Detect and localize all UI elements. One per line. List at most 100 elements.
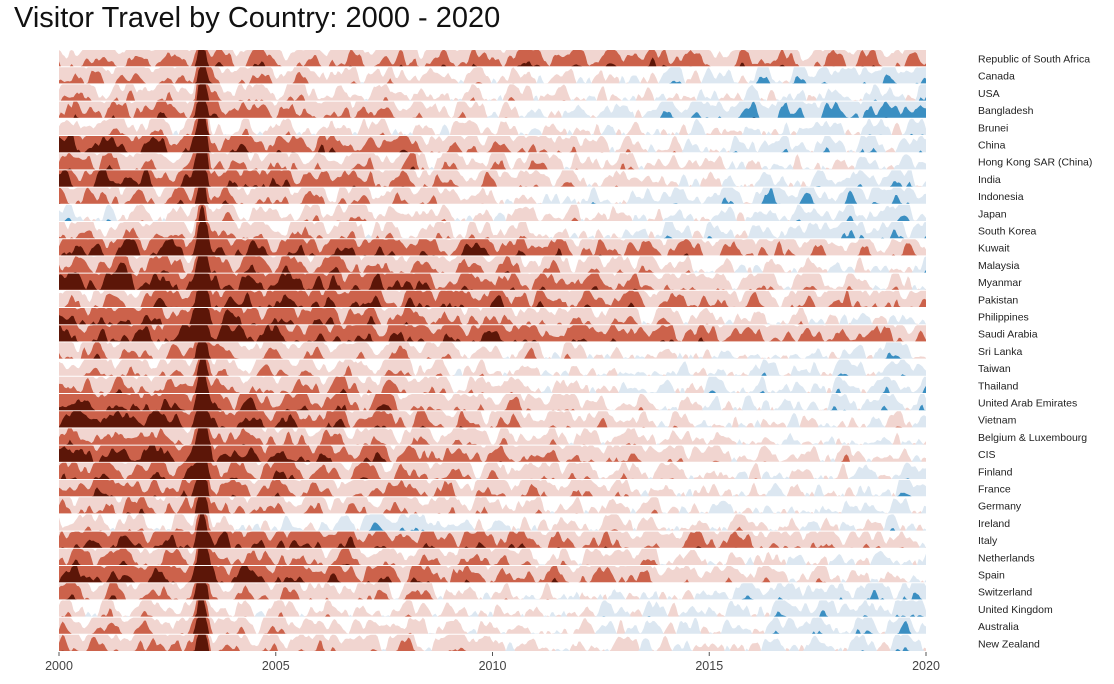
row-labels: Republic of South Africa Canada USA Banglad…: [978, 54, 1092, 651]
x-axis: 2000 2005 2010 2015 2020: [45, 652, 940, 673]
row-label-netherlands: Netherlands: [978, 552, 1035, 564]
band-neg-1: [59, 256, 926, 273]
band-pos-1: [59, 101, 926, 118]
band-pos-2: [59, 385, 926, 393]
band-neg-3: [59, 411, 926, 428]
band-neg-3: [59, 273, 926, 290]
band-neg-3: [59, 290, 926, 307]
row-label-south-korea: South Korea: [978, 226, 1037, 238]
band-neg-2: [59, 497, 926, 514]
band-neg-3: [59, 325, 926, 342]
band-neg-3: [59, 170, 926, 187]
x-tick-label: 2015: [695, 659, 723, 673]
band-pos-1: [59, 514, 926, 531]
band-neg-1: [59, 359, 926, 376]
horizon-row-hong-kong-sar-china: [59, 153, 926, 170]
band-neg-1: [59, 204, 926, 221]
row-label-usa: USA: [978, 88, 1000, 100]
horizon-row-switzerland: [59, 583, 926, 600]
band-neg-1: [59, 118, 926, 135]
horizon-row-spain: [59, 566, 926, 583]
horizon-row-japan: [59, 204, 926, 221]
band-pos-1: [59, 187, 926, 204]
horizon-row-usa: [59, 84, 926, 101]
band-pos-1: [59, 256, 926, 273]
horizon-row-china: [59, 136, 926, 153]
horizon-row-bangladesh: [59, 101, 926, 118]
band-neg-3: [59, 462, 926, 479]
horizon-row-thailand: [59, 376, 926, 393]
horizon-row-malaysia: [59, 256, 926, 273]
horizon-row-taiwan: [59, 359, 926, 376]
band-neg-1: [59, 376, 926, 393]
horizon-row-belgium-luxembourg: [59, 428, 926, 445]
band-neg-2: [59, 634, 926, 651]
row-label-united-arab-emirates: United Arab Emirates: [978, 398, 1077, 410]
row-label-taiwan: Taiwan: [978, 363, 1011, 375]
band-neg-2: [59, 583, 926, 600]
row-label-france: France: [978, 484, 1011, 496]
horizon-row-philippines: [59, 308, 926, 325]
band-pos-1: [59, 359, 926, 376]
band-neg-2: [59, 239, 926, 256]
band-neg-2: [59, 566, 926, 583]
band-neg-2: [59, 428, 926, 445]
band-neg-1: [59, 617, 926, 634]
band-neg-2: [59, 153, 926, 170]
x-tick-label: 2020: [912, 659, 940, 673]
horizon-row-myanmar: [59, 273, 926, 290]
row-label-philippines: Philippines: [978, 312, 1029, 324]
band-neg-1: [59, 428, 926, 445]
band-neg-2: [59, 411, 926, 428]
band-neg-3: [59, 394, 926, 411]
band-neg-2: [59, 342, 926, 359]
band-neg-1: [59, 548, 926, 565]
row-label-belgium-luxembourg: Belgium & Luxembourg: [978, 432, 1087, 444]
row-label-switzerland: Switzerland: [978, 587, 1032, 599]
row-label-japan: Japan: [978, 208, 1007, 220]
band-neg-2: [59, 617, 926, 634]
horizon-row-france: [59, 480, 926, 497]
band-neg-1: [59, 67, 926, 84]
row-label-indonesia: Indonesia: [978, 191, 1024, 203]
row-label-thailand: Thailand: [978, 380, 1018, 392]
band-neg-2: [59, 136, 926, 153]
band-pos-1: [59, 583, 926, 600]
band-pos-1: [59, 634, 926, 651]
horizon-row-new-zealand: [59, 634, 926, 651]
row-label-china: China: [978, 140, 1006, 152]
band-neg-1: [59, 101, 926, 118]
row-label-hong-kong-sar-china: Hong Kong SAR (China): [978, 157, 1092, 169]
band-neg-1: [59, 514, 926, 531]
horizon-row-south-korea: [59, 222, 926, 239]
row-label-new-zealand: New Zealand: [978, 638, 1040, 650]
horizon-row-republic-of-south-africa: [59, 50, 926, 67]
horizon-row-united-arab-emirates: [59, 394, 926, 411]
band-pos-2: [59, 101, 926, 118]
band-pos-1: [59, 170, 926, 187]
row-label-italy: Italy: [978, 535, 998, 547]
band-neg-3: [59, 136, 926, 153]
row-label-ireland: Ireland: [978, 518, 1010, 530]
band-pos-1: [59, 550, 926, 565]
band-neg-2: [59, 531, 926, 548]
band-pos-1: [59, 67, 926, 84]
band-neg-2: [59, 187, 926, 204]
row-label-pakistan: Pakistan: [978, 294, 1018, 306]
band-pos-1: [59, 600, 926, 617]
horizon-row-kuwait: [59, 239, 926, 256]
row-label-kuwait: Kuwait: [978, 243, 1010, 255]
horizon-row-germany: [59, 497, 926, 514]
horizon-row-pakistan: [59, 290, 926, 307]
band-neg-2: [59, 50, 926, 67]
horizon-row-australia: [59, 617, 926, 634]
row-label-india: India: [978, 174, 1001, 186]
band-neg-2: [59, 548, 926, 565]
row-label-saudi-arabia: Saudi Arabia: [978, 329, 1038, 341]
row-label-australia: Australia: [978, 621, 1019, 633]
band-neg-1: [59, 394, 926, 411]
band-neg-1: [59, 222, 926, 239]
band-neg-2: [59, 600, 926, 617]
row-label-spain: Spain: [978, 570, 1005, 582]
